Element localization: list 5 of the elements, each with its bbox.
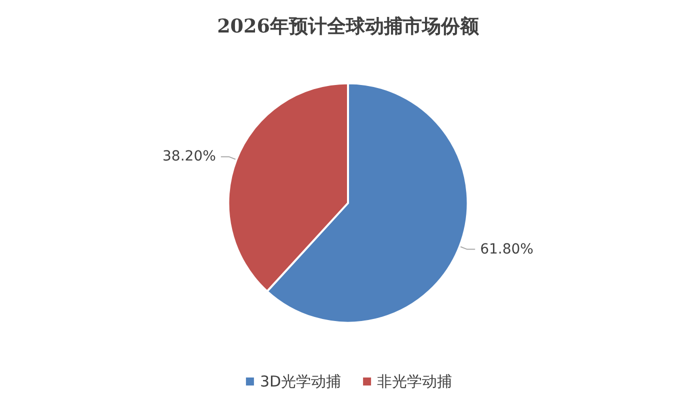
legend-label: 3D光学动捕 bbox=[260, 372, 342, 390]
data-label: 61.80% bbox=[480, 241, 534, 258]
chart-title: 2026年预计全球动捕市场份额 bbox=[217, 16, 480, 38]
data-label: 38.20% bbox=[162, 148, 216, 165]
legend-label: 非光学动捕 bbox=[377, 372, 452, 390]
